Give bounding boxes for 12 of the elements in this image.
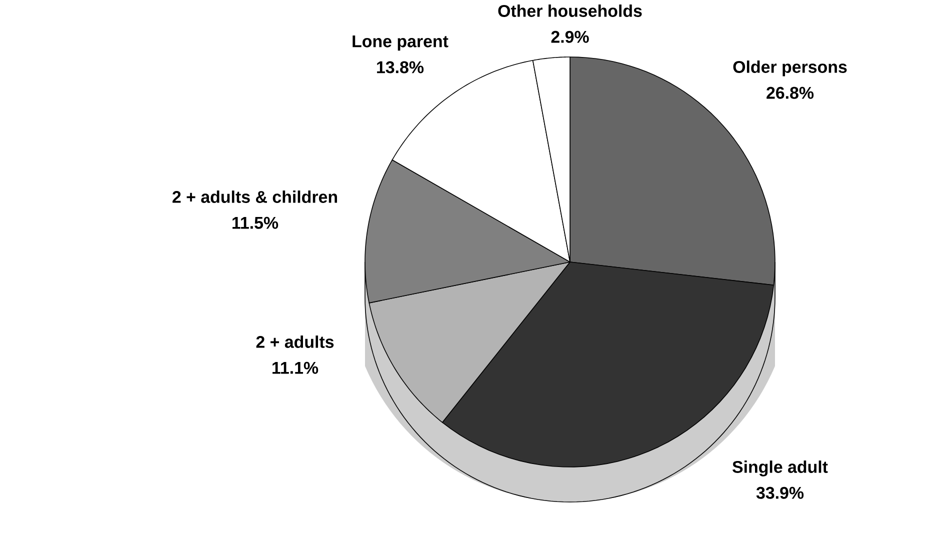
slice-label: Single adult — [732, 460, 828, 476]
slice-label: Other households — [498, 4, 642, 17]
data-label: 11.1% — [272, 362, 318, 374]
data-label: 11.5% — [232, 216, 278, 229]
data-label: 13.8% — [377, 61, 424, 74]
data-label: 2.9% — [551, 30, 589, 43]
slice-label: 2 + adults & children — [172, 190, 338, 203]
data-label: 33.9% — [756, 486, 804, 499]
slice-label: Lone parent — [352, 36, 448, 51]
slice-label: Older persons — [733, 60, 847, 76]
slice-label: 2 + adults — [256, 336, 334, 348]
data-label: 26.8% — [766, 86, 814, 99]
